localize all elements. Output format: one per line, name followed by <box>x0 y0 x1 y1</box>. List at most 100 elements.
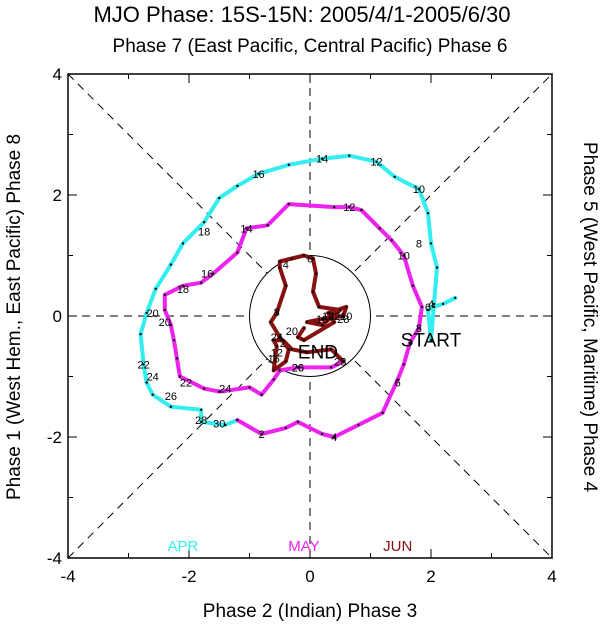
series-point <box>272 378 275 381</box>
series-point <box>278 335 281 339</box>
unit-circle-fill <box>249 255 371 377</box>
series-point <box>260 393 263 396</box>
legend: APR MAY JUN <box>168 538 413 555</box>
day-label: 20 <box>286 326 298 338</box>
series-point <box>305 351 309 354</box>
series-point <box>169 405 173 408</box>
series-point <box>429 242 433 245</box>
series-point <box>145 381 148 384</box>
series-point <box>378 227 381 230</box>
day-label: 24 <box>271 332 283 344</box>
day-label: 14 <box>322 311 334 323</box>
series-point <box>429 339 433 342</box>
series-point <box>432 302 436 306</box>
series-point <box>320 323 324 327</box>
series-point <box>145 311 148 315</box>
series-point <box>278 266 281 269</box>
day-label: 8 <box>274 307 280 319</box>
series-point <box>390 239 393 242</box>
series-point <box>287 163 291 166</box>
series-point <box>178 375 182 378</box>
series-point <box>269 320 272 324</box>
series-point <box>426 211 430 215</box>
series-point <box>284 360 287 363</box>
series-point <box>278 369 281 372</box>
day-label: 8 <box>416 238 422 250</box>
day-label: 6 <box>395 378 401 390</box>
series-point <box>199 420 203 424</box>
series-point <box>441 302 445 306</box>
series-point <box>199 408 203 411</box>
legend-item-jun: JUN <box>383 538 412 555</box>
series-point <box>278 260 281 263</box>
x-tick-label: -4 <box>60 567 75 586</box>
day-label: 16 <box>201 269 213 281</box>
y-tick-label: 4 <box>53 65 62 84</box>
day-label: 8 <box>416 323 422 335</box>
series-point <box>236 251 239 254</box>
series-point <box>302 254 306 257</box>
series-point <box>345 305 348 309</box>
series-point <box>199 281 203 284</box>
series-point <box>333 435 336 439</box>
y-tick-label: 2 <box>53 186 62 205</box>
series-point <box>163 308 166 312</box>
series-point <box>311 290 315 293</box>
series-point <box>375 160 378 163</box>
y-tick-label: -4 <box>47 549 62 568</box>
legend-item-may: MAY <box>288 538 319 555</box>
series-point <box>317 305 321 309</box>
day-label: 16 <box>268 353 280 365</box>
series-point <box>275 345 278 348</box>
day-label: 12 <box>343 202 355 214</box>
series-point <box>202 221 206 224</box>
day-label: 30 <box>213 419 225 431</box>
chart-title: MJO Phase: 15S-15N: 2005/4/1-2005/6/30 <box>93 2 510 27</box>
y-tick-label: -2 <box>47 428 62 447</box>
day-label: 22 <box>328 311 340 323</box>
day-label: 18 <box>198 226 210 238</box>
series-point <box>320 317 324 321</box>
series-point <box>342 314 345 318</box>
start-label: START <box>401 330 462 351</box>
series-point <box>348 205 351 209</box>
series-point <box>296 366 300 369</box>
series-point <box>172 339 176 342</box>
day-label: 18 <box>177 284 189 296</box>
series-point <box>272 369 275 372</box>
series-point <box>311 257 315 260</box>
series-point <box>326 311 330 315</box>
end-label: END <box>298 342 338 363</box>
x-tick-label: 4 <box>547 567 556 586</box>
series-layer <box>138 153 458 439</box>
series-point <box>360 208 363 212</box>
series-point <box>296 420 300 424</box>
series-point <box>320 432 324 436</box>
series-point <box>169 323 173 327</box>
series-point <box>290 257 294 260</box>
series-point <box>169 263 173 266</box>
series-point <box>357 423 360 427</box>
series-point <box>290 348 294 351</box>
day-label: 4 <box>428 299 434 311</box>
day-label: 10 <box>398 251 410 263</box>
series-point <box>302 326 306 330</box>
right-axis-label: Phase 5 (West Pacific, Maritime) Phase 4 <box>579 142 600 493</box>
day-label: 22 <box>180 378 192 390</box>
series-point <box>272 339 275 342</box>
series-point <box>151 393 154 396</box>
series-point <box>212 272 215 275</box>
day-label: 4 <box>331 432 337 444</box>
day-label: 10 <box>413 184 425 196</box>
x-tick-label: -2 <box>181 567 196 586</box>
series-point <box>333 205 336 209</box>
day-label: 20 <box>147 308 159 320</box>
series-point <box>236 184 239 188</box>
series-line-apr <box>138 153 458 427</box>
series-point <box>381 411 384 414</box>
day-label: 20 <box>159 317 171 329</box>
series-point <box>175 357 179 360</box>
series-point <box>284 284 287 287</box>
day-label: 12 <box>370 157 382 169</box>
day-label: 2 <box>259 429 265 441</box>
